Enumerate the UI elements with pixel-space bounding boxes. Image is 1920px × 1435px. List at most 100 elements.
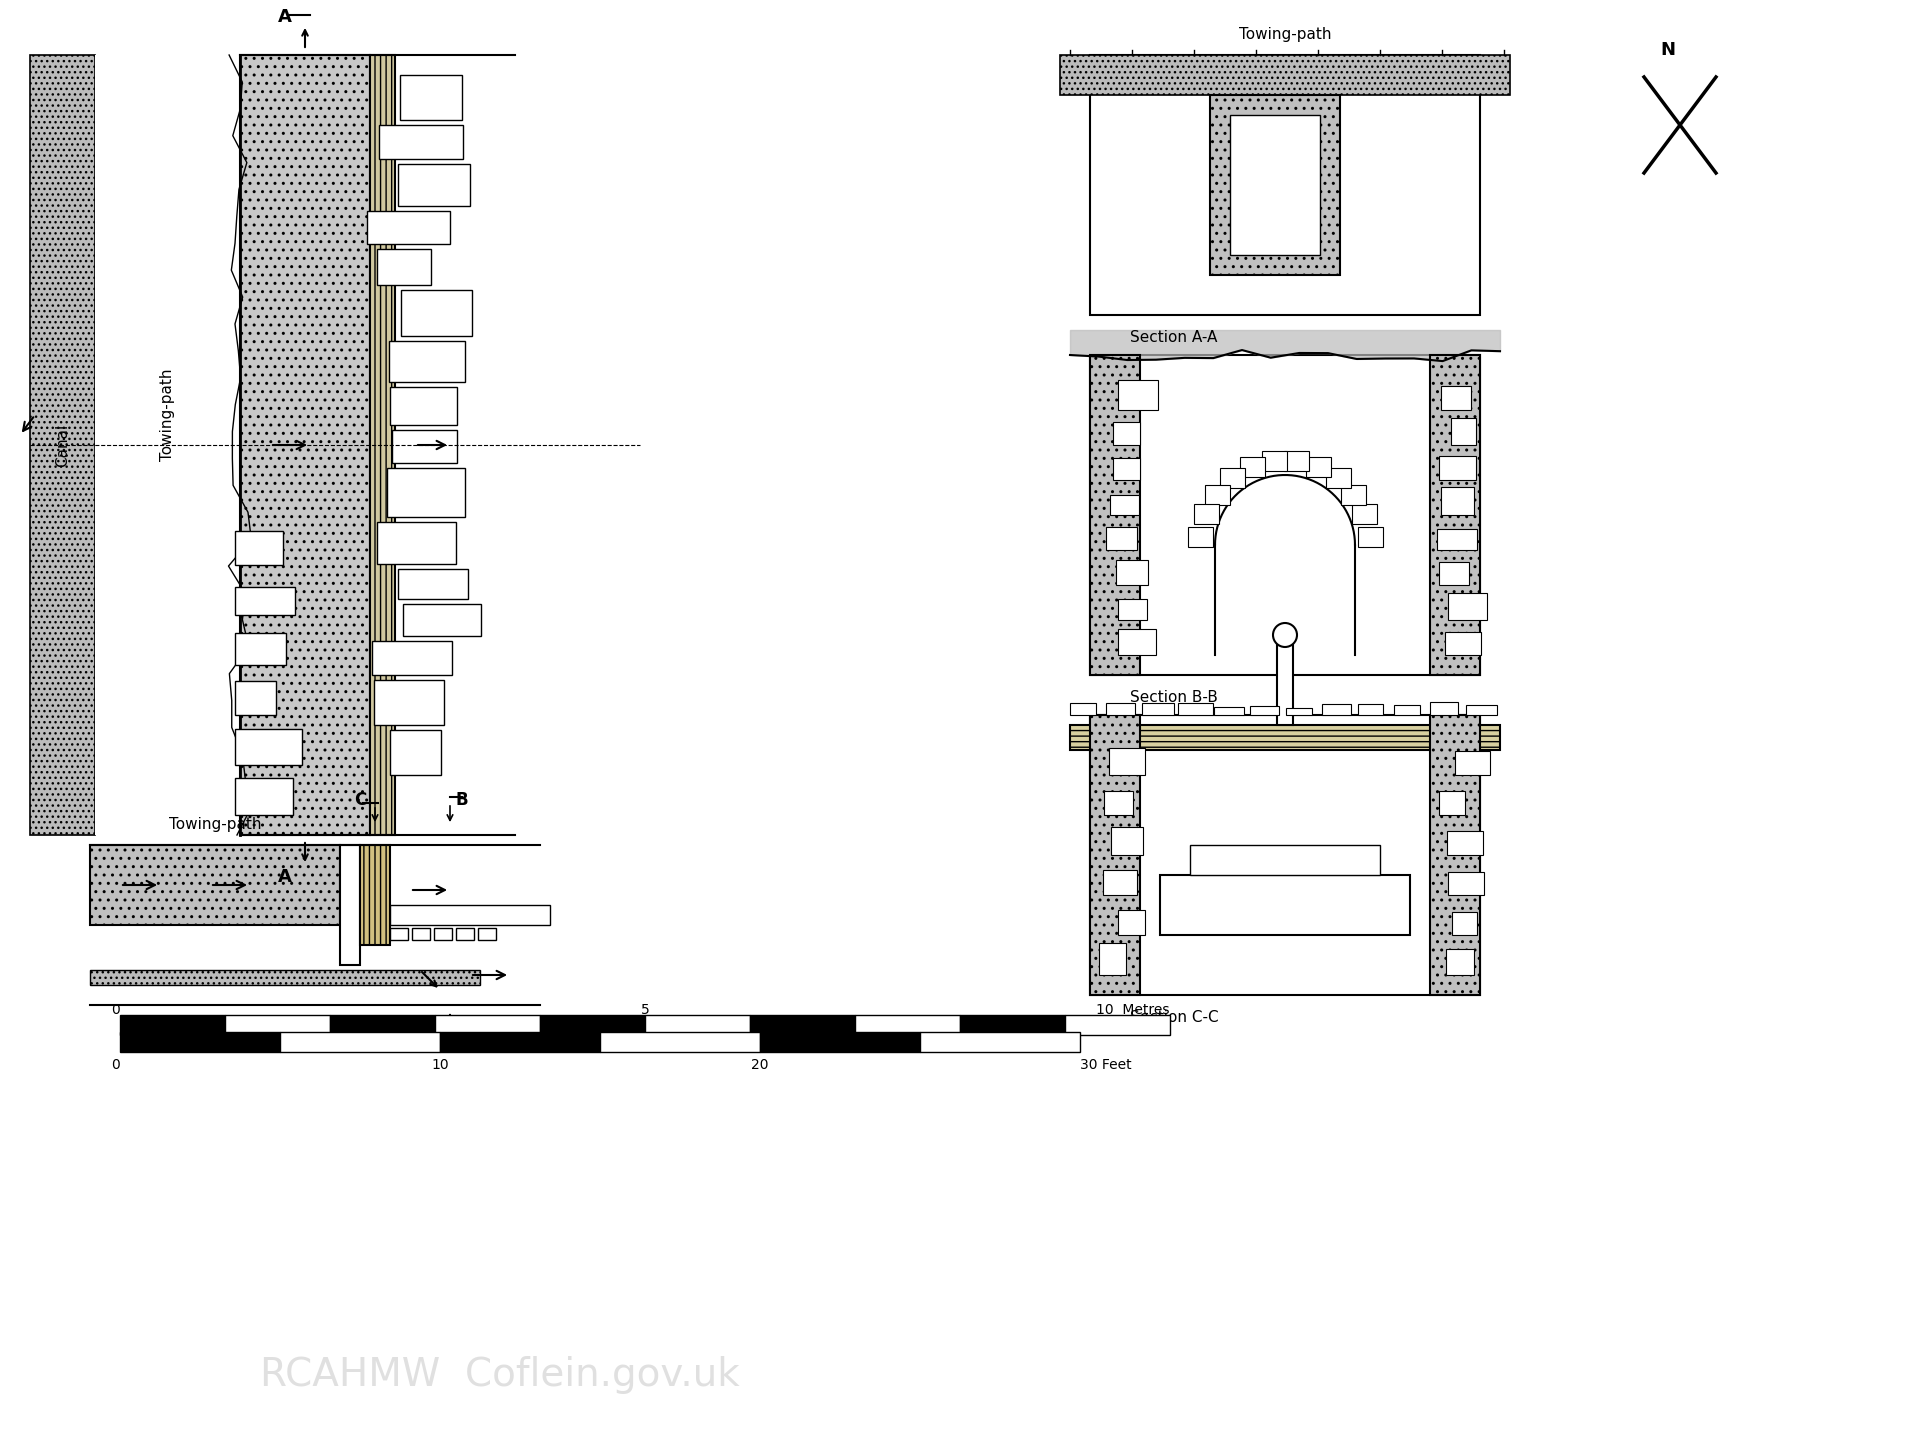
Bar (90, 970, 480, 984)
Bar (376, 521, 455, 564)
Bar (1091, 354, 1480, 674)
Bar (1440, 386, 1471, 410)
Bar (390, 729, 442, 775)
Bar (1104, 871, 1137, 895)
Bar (1467, 705, 1498, 715)
Bar (1440, 563, 1469, 585)
Bar (225, 1015, 330, 1035)
Bar (367, 211, 449, 244)
Text: RCAHMW  Coflein.gov.uk: RCAHMW Coflein.gov.uk (259, 1356, 739, 1393)
Bar (1455, 752, 1490, 775)
Bar (751, 1015, 854, 1035)
Bar (1117, 629, 1156, 654)
Bar (1106, 703, 1135, 715)
Text: 30 Feet: 30 Feet (1081, 1058, 1131, 1072)
Bar (119, 1015, 225, 1035)
Text: C: C (353, 791, 367, 809)
Bar (1440, 486, 1475, 515)
Bar (1325, 468, 1350, 488)
Bar (1069, 725, 1500, 751)
Bar (1323, 705, 1352, 715)
Bar (234, 682, 276, 715)
Text: C: C (353, 1015, 367, 1032)
Bar (1452, 911, 1476, 936)
Bar (1098, 943, 1125, 974)
Bar (372, 640, 453, 674)
Bar (645, 1015, 751, 1035)
Bar (1114, 422, 1140, 445)
Bar (1112, 827, 1144, 855)
Bar (403, 604, 480, 636)
Text: Section C-C: Section C-C (1131, 1009, 1219, 1025)
Bar (457, 928, 474, 940)
Bar (920, 1032, 1081, 1052)
Bar (1188, 527, 1213, 547)
Text: 5: 5 (641, 1003, 649, 1017)
Bar (340, 845, 361, 964)
Bar (31, 55, 94, 835)
Text: 10: 10 (432, 1058, 449, 1072)
Text: Towing-path: Towing-path (159, 369, 175, 461)
Bar (361, 845, 390, 946)
Bar (1446, 633, 1480, 654)
Bar (392, 430, 457, 464)
Bar (378, 125, 463, 159)
Bar (1352, 505, 1377, 524)
Bar (1357, 527, 1382, 547)
Bar (1114, 458, 1140, 479)
Bar (1213, 707, 1244, 715)
Bar (1342, 485, 1367, 505)
Circle shape (1273, 623, 1298, 647)
Bar (1394, 705, 1419, 715)
Bar (386, 468, 465, 517)
Bar (1430, 702, 1457, 715)
Bar (240, 55, 371, 835)
Bar (1117, 598, 1148, 620)
Bar (1110, 495, 1139, 515)
Text: 0: 0 (111, 1058, 119, 1072)
Bar (1446, 831, 1482, 855)
Bar (434, 928, 451, 940)
Bar (90, 845, 340, 926)
Bar (1438, 456, 1476, 479)
Bar (1452, 419, 1476, 445)
Bar (234, 729, 301, 765)
Bar (1117, 380, 1158, 410)
Bar (1250, 706, 1279, 715)
Bar (854, 1015, 960, 1035)
Bar (1448, 871, 1484, 895)
Bar (1231, 115, 1321, 255)
Bar (94, 55, 240, 835)
Bar (1438, 530, 1476, 550)
Bar (1160, 875, 1409, 936)
Bar (960, 1015, 1066, 1035)
Bar (1240, 456, 1265, 476)
Bar (234, 778, 292, 815)
Bar (1106, 528, 1137, 550)
Bar (1438, 791, 1465, 815)
Bar (119, 1032, 280, 1052)
Bar (390, 386, 457, 425)
Bar (390, 905, 549, 926)
Bar (1194, 505, 1219, 524)
Bar (1286, 707, 1313, 715)
Bar (397, 568, 468, 598)
Bar (390, 928, 407, 940)
Bar (1091, 55, 1480, 316)
Bar (1117, 560, 1148, 585)
Bar (540, 1015, 645, 1035)
Bar (1117, 910, 1144, 936)
Bar (1284, 451, 1309, 471)
Text: B: B (455, 791, 468, 809)
Bar (330, 1015, 436, 1035)
Bar (397, 164, 470, 207)
Bar (1277, 644, 1292, 725)
Text: N: N (1661, 42, 1676, 59)
Bar (601, 1032, 760, 1052)
Bar (413, 928, 430, 940)
Bar (1142, 703, 1173, 715)
Bar (280, 1032, 440, 1052)
Bar (234, 633, 286, 664)
Bar (234, 531, 282, 565)
Bar (1357, 703, 1382, 715)
